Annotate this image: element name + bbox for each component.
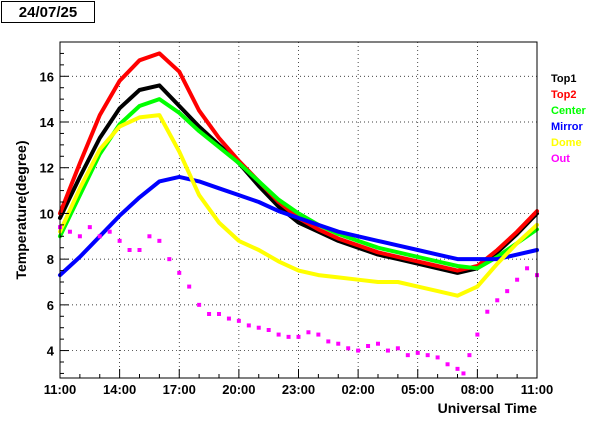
out-point — [77, 234, 82, 239]
out-point — [217, 312, 221, 316]
center-line — [58, 97, 539, 271]
out-point — [246, 323, 251, 328]
out-point — [495, 298, 500, 303]
out-point — [137, 248, 142, 252]
out-point — [346, 346, 351, 351]
out-point — [236, 318, 241, 323]
out-point — [296, 334, 301, 339]
out-point — [177, 270, 182, 275]
legend-entry-top1: Top1 — [551, 73, 576, 85]
out-point — [376, 341, 380, 346]
x-axis-title: Universal Time — [438, 400, 538, 416]
out-point — [395, 346, 400, 351]
legend-entry-mirror: Mirror — [551, 121, 584, 133]
out-point — [276, 332, 281, 337]
legend-entry-dome: Dome — [551, 137, 582, 149]
out-point — [87, 225, 92, 230]
dome-line — [58, 113, 539, 298]
grid — [60, 42, 537, 378]
out-point — [67, 229, 72, 234]
out-point — [316, 332, 321, 337]
out-point — [256, 325, 261, 330]
x-tick-label: 20:00 — [222, 382, 255, 397]
y-tick-label: 10 — [40, 206, 54, 221]
out-point — [97, 234, 102, 239]
out-point — [385, 348, 390, 353]
mirror-line — [58, 174, 539, 278]
out-point — [306, 330, 311, 335]
out-point — [187, 284, 192, 289]
out-point — [157, 238, 162, 243]
out-point — [107, 229, 112, 234]
out-point — [127, 248, 132, 252]
x-tick-label: 08:00 — [461, 382, 494, 397]
legend: Top1 Top2 Center Mirror Dome Out — [551, 73, 587, 165]
out-point — [207, 312, 212, 316]
x-tick-label: 14:00 — [103, 382, 136, 397]
out-point — [167, 257, 172, 262]
out-point — [415, 350, 420, 355]
x-tick-label: 11:00 — [44, 382, 77, 397]
ticks: 11:00 14:00 17:00 20:00 23:00 02:00 05:00 08:00… — [40, 52, 554, 397]
series-layer — [58, 51, 539, 376]
out-point — [515, 277, 520, 282]
out-point — [326, 339, 331, 344]
y-tick-label: 8 — [47, 252, 54, 267]
x-tick-label: 23:00 — [282, 382, 315, 397]
out-point — [525, 266, 530, 271]
out-point — [475, 332, 480, 337]
y-tick-label: 6 — [47, 298, 54, 313]
out-point — [366, 344, 371, 348]
out-point — [467, 353, 472, 358]
y-tick-label: 14 — [40, 115, 55, 130]
legend-entry-top2: Top2 — [551, 89, 576, 101]
out-point — [266, 328, 271, 332]
x-tick-label: 02:00 — [342, 382, 375, 397]
x-tick-label: 11:00 — [521, 382, 554, 397]
out-point — [286, 334, 291, 339]
legend-entry-out: Out — [551, 153, 570, 165]
out-point — [147, 234, 152, 239]
x-tick-label: 17:00 — [163, 382, 196, 397]
legend-entry-center: Center — [551, 105, 587, 117]
out-point — [455, 366, 460, 371]
out-point — [117, 238, 122, 243]
y-axis-title: Temperature(degree) — [13, 140, 29, 279]
y-tick-label: 12 — [40, 161, 54, 176]
out-point — [336, 341, 341, 346]
out-point — [461, 371, 466, 376]
out-point — [435, 355, 440, 360]
out-point — [485, 309, 490, 314]
out-point — [505, 289, 510, 294]
y-tick-label: 4 — [47, 344, 55, 359]
date-label: 24/07/25 — [1, 1, 95, 23]
out-point — [356, 348, 361, 353]
out-point — [226, 316, 231, 321]
top1-line — [58, 83, 539, 275]
y-tick-label: 16 — [40, 69, 54, 84]
out-point — [197, 302, 202, 307]
out-point — [445, 362, 450, 367]
out-point — [425, 353, 430, 358]
out-point — [405, 353, 410, 358]
x-tick-label: 05:00 — [401, 382, 434, 397]
